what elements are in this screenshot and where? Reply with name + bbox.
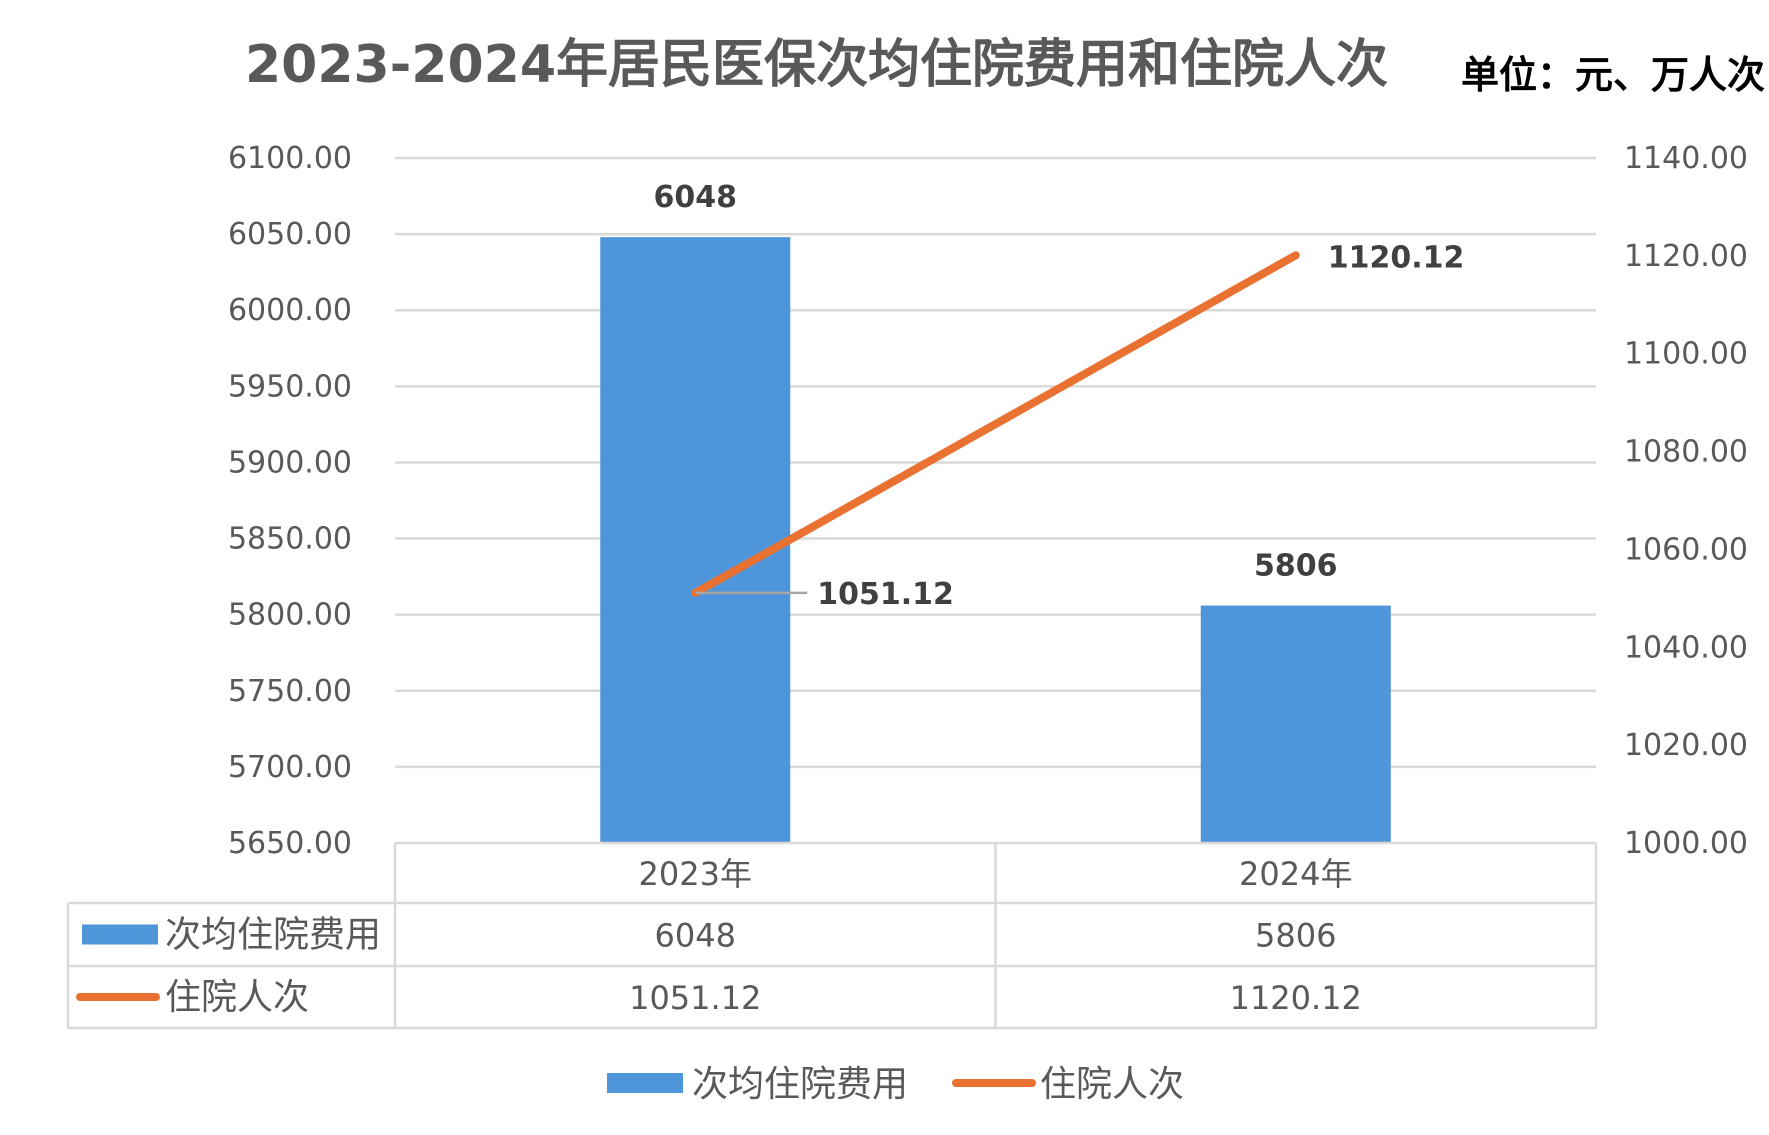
- right-axis-tick-label: 1140.00: [1624, 141, 1748, 176]
- right-axis-tick-label: 1040.00: [1624, 630, 1748, 665]
- right-axis-tick-label: 1060.00: [1624, 532, 1748, 567]
- left-axis-ticks: 5650.00 5700.00 5750.00 5800.00 5850.00 5900.…: [228, 141, 352, 861]
- line-series: [691, 251, 1300, 597]
- category-label: 2024年: [1239, 855, 1352, 893]
- legend: 次均住院费用 住院人次: [607, 1064, 1184, 1105]
- legend-key-bar: [607, 1073, 683, 1093]
- table-cell: 1051.12: [629, 979, 761, 1017]
- left-axis-tick-label: 6100.00: [228, 141, 352, 176]
- legend-label: 住院人次: [1040, 1064, 1184, 1105]
- bar-series: [600, 237, 1391, 844]
- left-axis-tick-label: 5800.00: [228, 598, 352, 633]
- left-axis-tick-label: 5750.00: [228, 674, 352, 709]
- line-series-path: [691, 251, 1300, 597]
- gridlines: [395, 156, 1596, 769]
- left-axis-tick-label: 5850.00: [228, 522, 352, 557]
- bar: [1200, 605, 1391, 843]
- table-cell: 6048: [655, 917, 736, 955]
- left-axis-tick-label: 6000.00: [228, 293, 352, 328]
- left-axis-tick-label: 5900.00: [228, 445, 352, 480]
- table-cell: 5806: [1255, 917, 1336, 955]
- category-label: 2023年: [639, 855, 752, 893]
- right-axis-tick-label: 1120.00: [1624, 239, 1748, 274]
- line-data-label: 1120.12: [1328, 240, 1465, 275]
- right-axis-tick-label: 1020.00: [1624, 728, 1748, 763]
- left-axis-tick-label: 5950.00: [228, 369, 352, 404]
- right-axis-tick-label: 1000.00: [1624, 826, 1748, 861]
- data-labels: 6048 5806 1051.12 1120.12: [654, 180, 1465, 612]
- right-axis-ticks: 1000.00 1020.00 1040.00 1060.00 1080.00 1100.…: [1624, 141, 1748, 861]
- left-axis-tick-label: 6050.00: [228, 217, 352, 252]
- bar-data-label: 5806: [1254, 549, 1338, 584]
- table-cell: 1120.12: [1230, 979, 1362, 1017]
- right-axis-tick-label: 1100.00: [1624, 337, 1748, 372]
- legend-label: 次均住院费用: [692, 1064, 908, 1105]
- chart-title: 2023-2024年居民医保次均住院费用和住院人次: [245, 35, 1388, 95]
- bar: [600, 237, 791, 844]
- table-row-label: 住院人次: [165, 977, 309, 1018]
- bar-data-label: 6048: [654, 180, 738, 215]
- table-legend-key-bar: [82, 924, 158, 945]
- left-axis-tick-label: 5700.00: [228, 750, 352, 785]
- right-axis-tick-label: 1080.00: [1624, 435, 1748, 470]
- table-row-label: 次均住院费用: [165, 915, 381, 956]
- left-axis-tick-label: 5650.00: [228, 826, 352, 861]
- unit-label: 单位：元、万人次: [1461, 53, 1765, 97]
- line-data-label: 1051.12: [817, 577, 954, 612]
